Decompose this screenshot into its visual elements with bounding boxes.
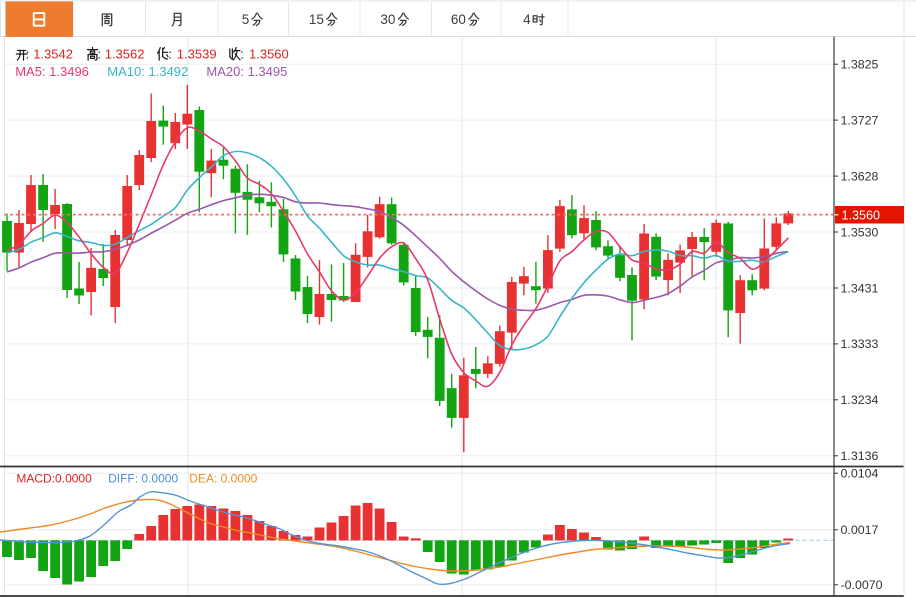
svg-text:1.3727: 1.3727	[841, 113, 879, 127]
svg-text:-0.0070: -0.0070	[841, 578, 883, 592]
svg-text:1.3530: 1.3530	[841, 225, 879, 239]
svg-text::: :	[240, 46, 244, 61]
svg-text:1.3560: 1.3560	[842, 209, 881, 223]
svg-text:1.3431: 1.3431	[841, 281, 879, 295]
svg-text:1.3539: 1.3539	[177, 46, 217, 61]
svg-text:1.3542: 1.3542	[33, 46, 73, 61]
svg-text:15: 15	[309, 12, 324, 27]
svg-text:4: 4	[523, 12, 531, 27]
svg-text:1.3136: 1.3136	[841, 449, 879, 463]
svg-text:MACD:0.0000: MACD:0.0000	[16, 471, 92, 485]
svg-text:30: 30	[380, 12, 395, 27]
svg-text::: :	[26, 46, 30, 61]
svg-text:DEA: 0.0000: DEA: 0.0000	[189, 471, 257, 485]
svg-text:DIFF: 0.0000: DIFF: 0.0000	[108, 471, 178, 485]
svg-text::: :	[97, 46, 101, 61]
svg-text:MA10: 1.3492: MA10: 1.3492	[107, 64, 188, 79]
svg-text:60: 60	[451, 12, 466, 27]
svg-text::: :	[168, 46, 172, 61]
svg-text:MA5: 1.3496: MA5: 1.3496	[15, 64, 89, 79]
svg-text:0.0104: 0.0104	[841, 467, 879, 481]
svg-text:0.0017: 0.0017	[841, 523, 879, 537]
svg-text:1.3560: 1.3560	[249, 46, 289, 61]
svg-text:5: 5	[242, 12, 250, 27]
svg-text:1.3628: 1.3628	[841, 169, 879, 183]
svg-text:1.3333: 1.3333	[841, 337, 879, 351]
svg-text:MA20: 1.3495: MA20: 1.3495	[206, 64, 287, 79]
svg-text:1.3562: 1.3562	[105, 46, 145, 61]
svg-text:1.3825: 1.3825	[841, 58, 879, 72]
svg-text:1.3234: 1.3234	[841, 393, 879, 407]
